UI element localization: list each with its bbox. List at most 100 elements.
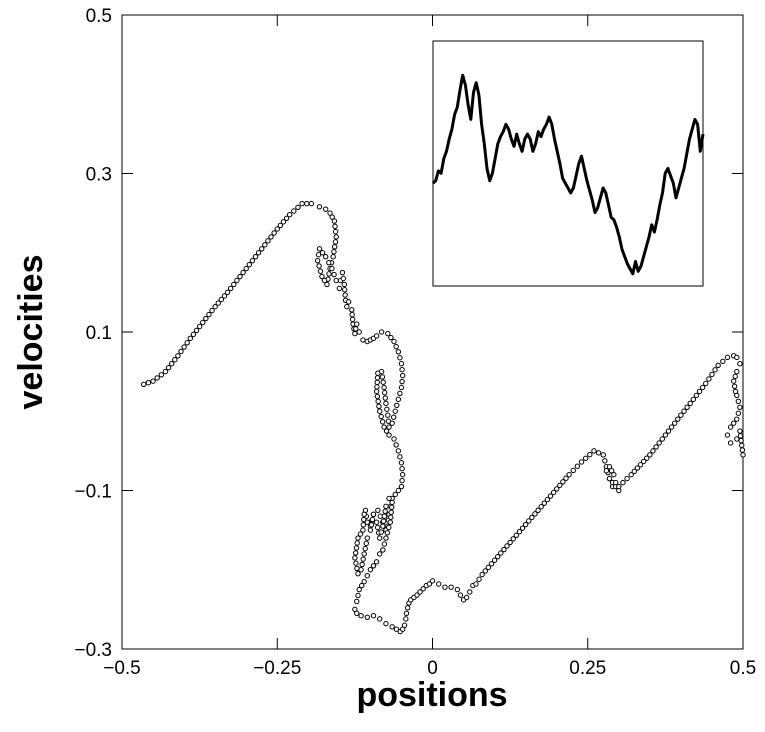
data-point (560, 479, 566, 485)
data-point (737, 428, 743, 434)
data-point (237, 273, 243, 280)
data-point (404, 605, 411, 611)
data-point (354, 598, 360, 605)
axis-ticks (121, 14, 744, 650)
data-point (359, 582, 365, 589)
data-point (399, 477, 405, 484)
data-point (352, 555, 358, 561)
data-point (624, 475, 630, 482)
data-point (631, 468, 638, 475)
data-point (399, 366, 405, 373)
data-point (374, 524, 381, 531)
data-point (380, 523, 386, 529)
data-point (378, 413, 384, 420)
data-point (563, 475, 569, 481)
data-point (355, 535, 361, 541)
data-point (538, 504, 544, 510)
data-point (386, 524, 392, 531)
data-point (206, 311, 212, 318)
data-point (265, 238, 271, 244)
data-point (336, 285, 343, 292)
data-point (380, 547, 386, 553)
data-point (566, 471, 572, 478)
data-point (628, 471, 634, 478)
data-point (271, 230, 277, 236)
data-point (526, 518, 532, 524)
data-point (375, 507, 381, 514)
data-point (398, 483, 405, 490)
data-point (331, 218, 338, 224)
data-point (388, 509, 394, 515)
data-point (603, 467, 610, 474)
data-point (684, 404, 690, 410)
data-point (364, 519, 370, 525)
data-point (731, 383, 738, 389)
data-point (393, 626, 400, 632)
data-point (426, 581, 433, 587)
data-point (476, 576, 482, 582)
y-tick-label: 0.5 (86, 6, 112, 27)
data-point (329, 265, 335, 272)
data-point (384, 530, 391, 536)
data-point (637, 462, 644, 468)
data-point (397, 390, 403, 397)
data-point (331, 244, 338, 250)
data-point (377, 535, 383, 541)
data-point (735, 410, 742, 416)
data-point (249, 257, 256, 264)
data-point (227, 285, 234, 292)
data-point (181, 344, 187, 350)
data-point (332, 223, 338, 230)
data-point (550, 489, 557, 496)
data-point (319, 250, 326, 256)
data-point (370, 563, 377, 569)
data-point (384, 406, 390, 412)
data-point (656, 440, 662, 446)
data-point (383, 428, 390, 434)
tick-labels: −0.5 −0.25 0 0.25 0.5 −0.3 −0.1 0.1 0.3 0.5 (74, 6, 756, 679)
data-point (175, 353, 181, 359)
data-point (370, 613, 377, 619)
data-point (377, 408, 383, 414)
data-point (277, 222, 284, 229)
data-point (184, 340, 190, 346)
data-point (353, 326, 359, 332)
data-point (554, 486, 560, 492)
data-point (316, 204, 323, 210)
data-point (150, 378, 156, 384)
x-tick-label: 0.25 (569, 658, 606, 679)
data-point (681, 408, 687, 414)
data-point (344, 303, 350, 310)
data-point (162, 368, 169, 375)
data-point (727, 440, 734, 446)
data-point (178, 348, 184, 355)
data-point (463, 594, 470, 601)
data-point (467, 589, 473, 595)
data-point (141, 381, 147, 388)
data-point (647, 452, 653, 458)
data-point (193, 327, 200, 334)
data-point (398, 460, 405, 466)
data-point (730, 420, 737, 426)
data-point (360, 522, 367, 528)
data-point (165, 364, 172, 371)
data-point (687, 400, 693, 407)
data-point (212, 303, 218, 310)
data-point (386, 424, 392, 430)
data-point (734, 436, 740, 442)
data-point (370, 511, 377, 517)
data-point (378, 529, 384, 535)
y-axis-label: velocities (12, 255, 50, 410)
data-point (388, 514, 394, 520)
data-point (735, 398, 742, 405)
data-point (399, 378, 405, 385)
data-point (507, 539, 513, 546)
data-point (373, 559, 380, 565)
data-point (380, 379, 386, 385)
data-point (401, 622, 408, 628)
y-tick-label: 0.3 (86, 165, 112, 186)
data-point (457, 592, 464, 598)
data-point (516, 529, 523, 535)
data-point (314, 257, 321, 264)
data-point (354, 540, 360, 546)
